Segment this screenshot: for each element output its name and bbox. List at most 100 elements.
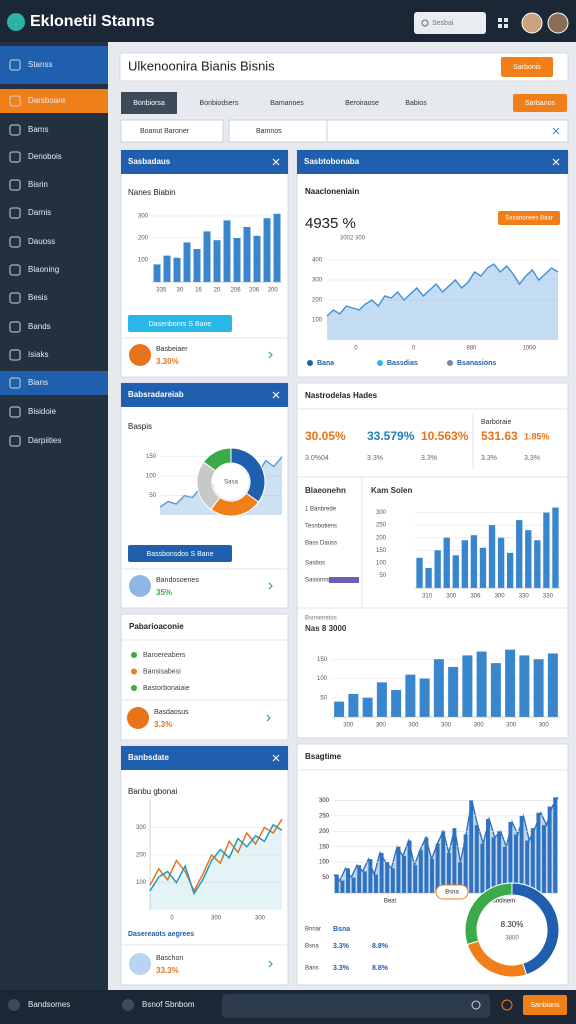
sidebar-item[interactable]: Bisrin (28, 180, 48, 189)
sidebar-item[interactable]: Blaoning (28, 265, 59, 274)
donut-hole (213, 464, 249, 500)
x-tick-label: 0 (354, 346, 358, 352)
bar (497, 537, 505, 588)
x-tick-label: 0 (412, 346, 416, 352)
y-tick-label: 200 (319, 829, 330, 835)
tab[interactable]: Babios (405, 100, 427, 107)
bar (413, 865, 418, 893)
sidebar-item[interactable]: Bians (28, 378, 48, 387)
sidebar-item[interactable]: Denobois (28, 152, 62, 161)
button[interactable] (523, 995, 567, 1015)
tab[interactable]: Bonbiorsa (133, 100, 165, 107)
sidebar-item[interactable]: Darsboare (28, 96, 66, 105)
x-tick-label: 306 (470, 594, 481, 600)
area (150, 824, 282, 910)
line (149, 823, 283, 896)
bar (368, 859, 373, 893)
tab-active[interactable] (121, 92, 177, 114)
dropdown[interactable] (120, 119, 224, 143)
tab[interactable]: Bonbiodsers (200, 100, 239, 107)
sidebar-item[interactable]: Darpiities (28, 436, 61, 445)
sidebar-icon (9, 207, 21, 219)
grid-icon (504, 24, 508, 28)
chart-title: Kam Solen (371, 486, 412, 495)
chart-title: Nanes Biabin (128, 188, 176, 197)
y-tick-label: 200 (319, 829, 330, 835)
logo: Eklonetil Stanns (30, 13, 155, 30)
x-tick-label: 30 (177, 288, 184, 294)
button[interactable] (128, 315, 232, 332)
bar (452, 555, 459, 588)
stat-value: 35% (156, 588, 172, 597)
row-value: 3.3% (333, 965, 350, 972)
chat-icon (501, 999, 513, 1011)
bar (273, 213, 281, 282)
panel-title: Sasbadaus (128, 157, 171, 166)
bar (490, 663, 501, 717)
sidebar-item[interactable]: Stanss (28, 60, 52, 69)
x-tick-label: 300 (408, 723, 419, 729)
stat-icon (129, 344, 151, 366)
y-tick-label: 100 (317, 676, 328, 682)
panel-title: Banbsdate (128, 753, 169, 762)
list-item: Bansisabesi (143, 668, 181, 675)
dropdown-label: Bamnos (256, 128, 282, 135)
bar (458, 862, 462, 893)
button-label: Bassbonsdos S Bane (147, 551, 214, 558)
y-tick-label: 250 (319, 813, 330, 819)
kpi-value: 1.85% (524, 431, 550, 441)
search-placeholder: Sesbai (432, 20, 454, 27)
list-item: Sasionns (305, 578, 330, 584)
x-tick-label: 20 (214, 288, 221, 294)
stat-value: 3.30% (156, 357, 179, 366)
sidebar-item[interactable]: Bams (28, 125, 48, 134)
line (149, 818, 283, 893)
button[interactable] (501, 57, 553, 77)
close-icon (552, 127, 560, 135)
bar (379, 852, 384, 893)
bar (461, 540, 469, 588)
button[interactable] (513, 94, 567, 112)
sidebar-icon (9, 151, 21, 163)
y-tick-label: 50 (320, 695, 327, 701)
x-tick-label: Beat (384, 899, 397, 905)
sidebar-item[interactable]: Bisidoie (28, 407, 57, 416)
close-icon (272, 391, 280, 399)
sidebar-icon (9, 264, 21, 276)
filter-input[interactable] (326, 119, 569, 143)
tab[interactable]: Bamanoes (270, 100, 304, 107)
y-tick-label: 250 (319, 813, 330, 819)
stat-icon (129, 575, 151, 597)
sidebar-item[interactable]: Isiaks (28, 350, 48, 359)
bar (351, 877, 356, 893)
y-tick-label: 150 (319, 844, 330, 850)
sidebar-item[interactable]: Bands (28, 322, 51, 331)
avatar (547, 12, 569, 34)
button-label: Sanbians (530, 1002, 560, 1009)
sidebar-item[interactable]: Besis (28, 293, 48, 302)
kpi-sub: 3.0%04 (305, 455, 329, 462)
bar (376, 682, 387, 717)
x-tick-label: 300 (539, 723, 550, 729)
x-tick-label: 300 (343, 723, 354, 729)
tab[interactable]: Beroiraose (345, 100, 379, 107)
button[interactable] (128, 545, 232, 562)
legend-label: Bassdias (387, 360, 418, 367)
list-item: Sasbos (305, 561, 325, 567)
y-tick-label: 100 (319, 860, 330, 866)
bar (502, 846, 507, 893)
search-box[interactable] (414, 12, 486, 34)
y-tick-label: 50 (322, 875, 329, 881)
sidebar-item[interactable]: Dauoss (28, 237, 55, 246)
sidebar-item[interactable]: Darnis (28, 208, 51, 217)
stat-label: Bandosoenes (156, 577, 199, 584)
search-bar[interactable] (222, 994, 490, 1018)
y-tick-label: 50 (322, 875, 329, 881)
stat-label: Baschon (156, 955, 183, 962)
sidebar-icon (9, 124, 21, 136)
stat-value: 3.3% (154, 720, 172, 729)
bar (463, 834, 468, 893)
